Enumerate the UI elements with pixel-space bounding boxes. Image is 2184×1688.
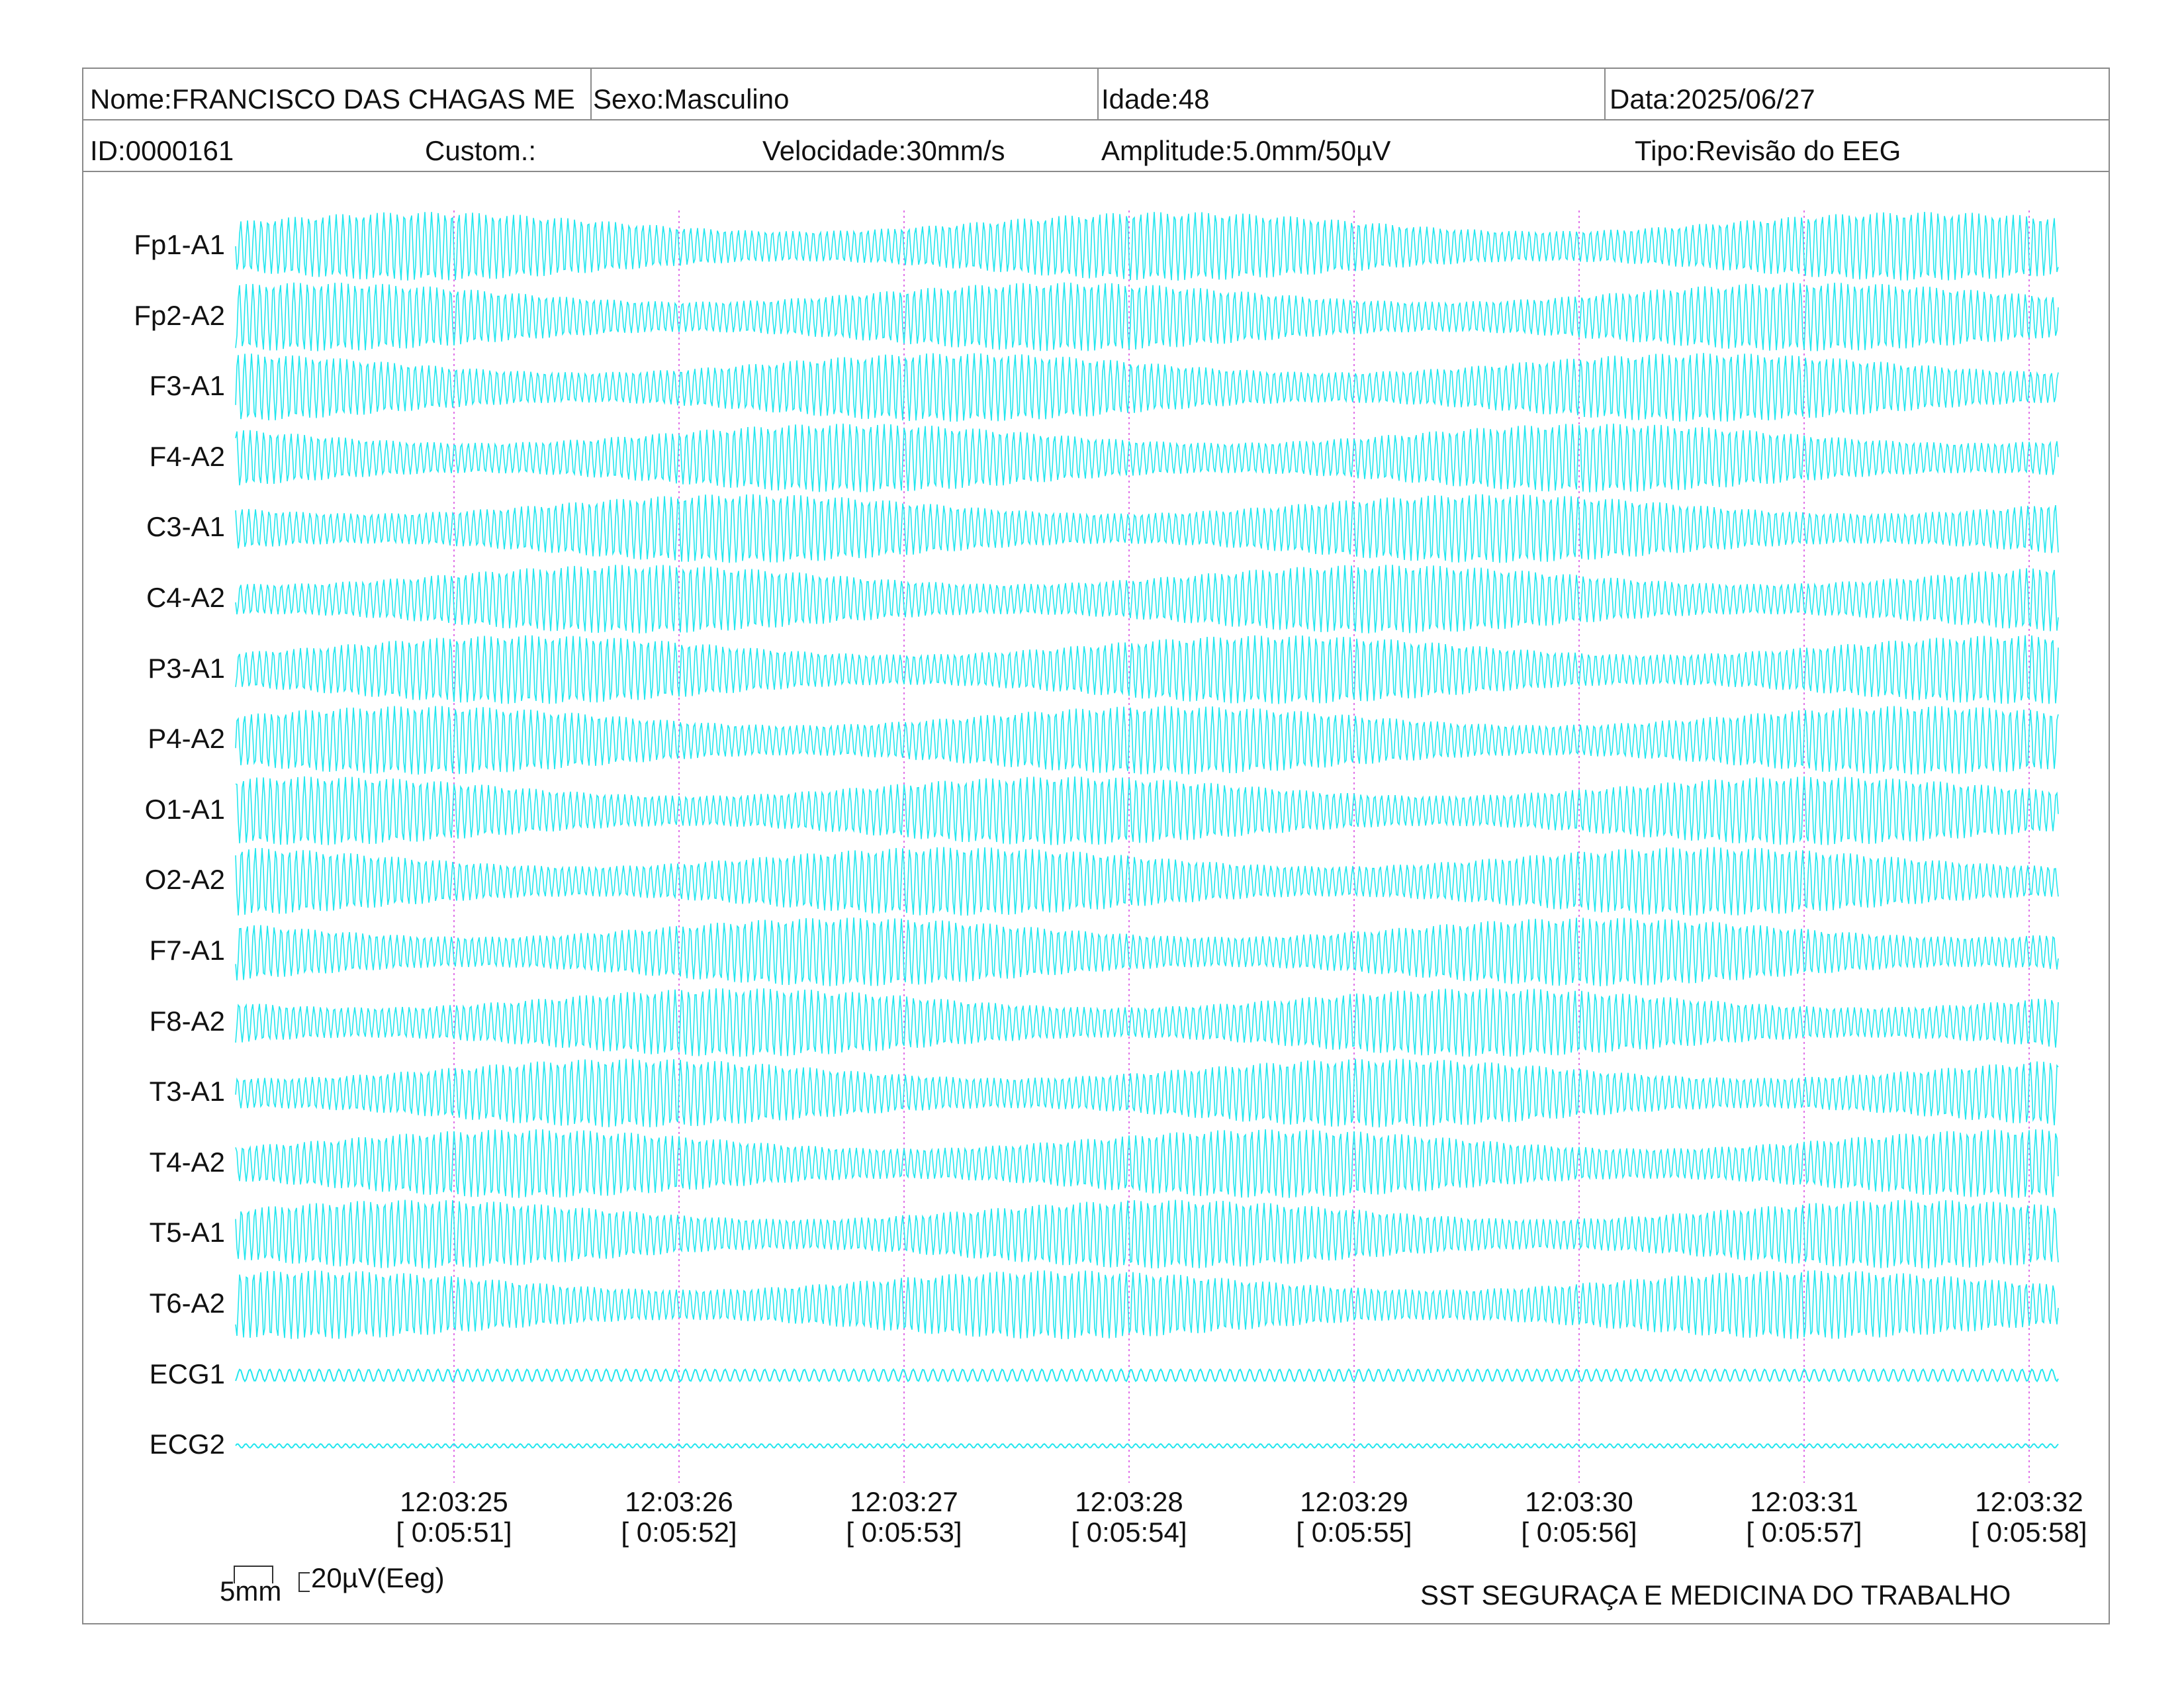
waveform-p3-a1 (235, 635, 2059, 704)
time-clock: 12:03:26 (625, 1486, 733, 1517)
waveform-o2-a2 (235, 847, 2059, 916)
time-label: 12:03:26[ 0:05:52] (600, 1487, 758, 1548)
header-divider (1604, 69, 1606, 120)
channel-label: F4-A2 (149, 440, 225, 472)
channel-label: T5-A1 (149, 1217, 225, 1248)
channel-label: C4-A2 (146, 582, 225, 613)
custom-field: Custom.: (425, 135, 537, 166)
waveform-ecg1 (235, 1368, 2059, 1383)
time-label: 12:03:32[ 0:05:58] (1950, 1487, 2109, 1548)
channel-label: T4-A2 (149, 1146, 225, 1178)
channel-label: F7-A1 (149, 935, 225, 966)
time-clock: 12:03:25 (400, 1486, 508, 1517)
channel-label: C3-A1 (146, 511, 225, 543)
scale-bar-time (234, 1566, 273, 1583)
time-clock: 12:03:32 (1975, 1486, 2083, 1517)
time-elapsed: [ 0:05:58] (1971, 1517, 2087, 1548)
channel-label: F3-A1 (149, 370, 225, 402)
channel-label: P3-A1 (148, 652, 225, 684)
waveform-t5-a1 (235, 1199, 2059, 1269)
waveform-t6-a2 (235, 1270, 2059, 1339)
waveform-f7-a1 (235, 917, 2059, 986)
patient-sex: Sexo:Masculino (593, 83, 790, 115)
time-elapsed: [ 0:05:55] (1296, 1517, 1412, 1548)
eeg-report-sheet: Nome:FRANCISCO DAS CHAGAS ME Sexo:Mascul… (82, 68, 2110, 1624)
waveform-t3-a1 (235, 1058, 2059, 1128)
channel-label: T3-A1 (149, 1076, 225, 1107)
channel-label: ECG1 (149, 1358, 225, 1389)
channel-waveforms (235, 212, 2059, 1449)
time-elapsed: [ 0:05:52] (621, 1517, 737, 1548)
scale-time-label: 5mm (220, 1575, 282, 1607)
exam-type: Tipo:Revisão do EEG (1635, 135, 1901, 166)
waveform-fp1-a1 (235, 212, 2059, 281)
time-clock: 12:03:28 (1075, 1486, 1183, 1517)
exam-date: Data:2025/06/27 (1610, 83, 1815, 115)
time-label: 12:03:29[ 0:05:55] (1275, 1487, 1433, 1548)
time-markers (453, 211, 2030, 1483)
channel-label: ECG2 (149, 1429, 225, 1460)
paper-speed: Velocidade:30mm/s (762, 135, 1005, 166)
amplitude-setting: Amplitude:5.0mm/50µV (1101, 135, 1391, 166)
time-elapsed: [ 0:05:54] (1071, 1517, 1187, 1548)
time-elapsed: [ 0:05:53] (846, 1517, 962, 1548)
waveform-f8-a2 (235, 988, 2059, 1057)
channel-label: O2-A2 (144, 864, 225, 896)
waveform-f3-a1 (235, 353, 2059, 422)
waveform-o1-a1 (235, 776, 2059, 845)
time-elapsed: [ 0:05:56] (1521, 1517, 1637, 1548)
waveform-p4-a2 (235, 706, 2059, 775)
time-label: 12:03:30[ 0:05:56] (1500, 1487, 1659, 1548)
time-clock: 12:03:30 (1525, 1486, 1633, 1517)
scale-amplitude-label: 20µV(Eeg) (311, 1562, 445, 1593)
header-divider (590, 69, 592, 120)
channel-label: P4-A2 (148, 723, 225, 755)
institution-name: SST SEGURAÇA E MEDICINA DO TRABALHO (1420, 1579, 2011, 1611)
header-row-recording: ID:0000161 Custom.: Velocidade:30mm/s Am… (83, 120, 2109, 172)
channel-label: F8-A2 (149, 1005, 225, 1037)
time-elapsed: [ 0:05:57] (1746, 1517, 1862, 1548)
waveform-t4-a2 (235, 1129, 2059, 1198)
header-row-patient: Nome:FRANCISCO DAS CHAGAS ME Sexo:Mascul… (83, 69, 2109, 120)
channel-label: T6-A2 (149, 1288, 225, 1319)
patient-id: ID:0000161 (90, 135, 234, 166)
waveform-fp2-a2 (235, 282, 2059, 352)
waveform-c4-a2 (235, 565, 2059, 634)
time-label: 12:03:25[ 0:05:51] (375, 1487, 533, 1548)
time-label: 12:03:27[ 0:05:53] (825, 1487, 983, 1548)
patient-age: Idade:48 (1101, 83, 1210, 115)
time-clock: 12:03:29 (1300, 1486, 1408, 1517)
channel-label: O1-A1 (144, 793, 225, 825)
header-divider (1097, 69, 1099, 120)
channel-label: Fp2-A2 (134, 299, 225, 331)
time-clock: 12:03:27 (850, 1486, 958, 1517)
time-label: 12:03:28[ 0:05:54] (1050, 1487, 1208, 1548)
time-clock: 12:03:31 (1750, 1486, 1858, 1517)
patient-name: Nome:FRANCISCO DAS CHAGAS ME (90, 83, 575, 115)
time-label: 12:03:31[ 0:05:57] (1725, 1487, 1884, 1548)
channel-label: Fp1-A1 (134, 229, 225, 260)
waveform-ecg2 (235, 1442, 2059, 1449)
scale-bar (234, 1566, 310, 1592)
waveform-c3-a1 (235, 494, 2059, 563)
scale-bar-amplitude (298, 1572, 310, 1592)
waveform-f4-a2 (235, 423, 2059, 492)
time-elapsed: [ 0:05:51] (396, 1517, 512, 1548)
